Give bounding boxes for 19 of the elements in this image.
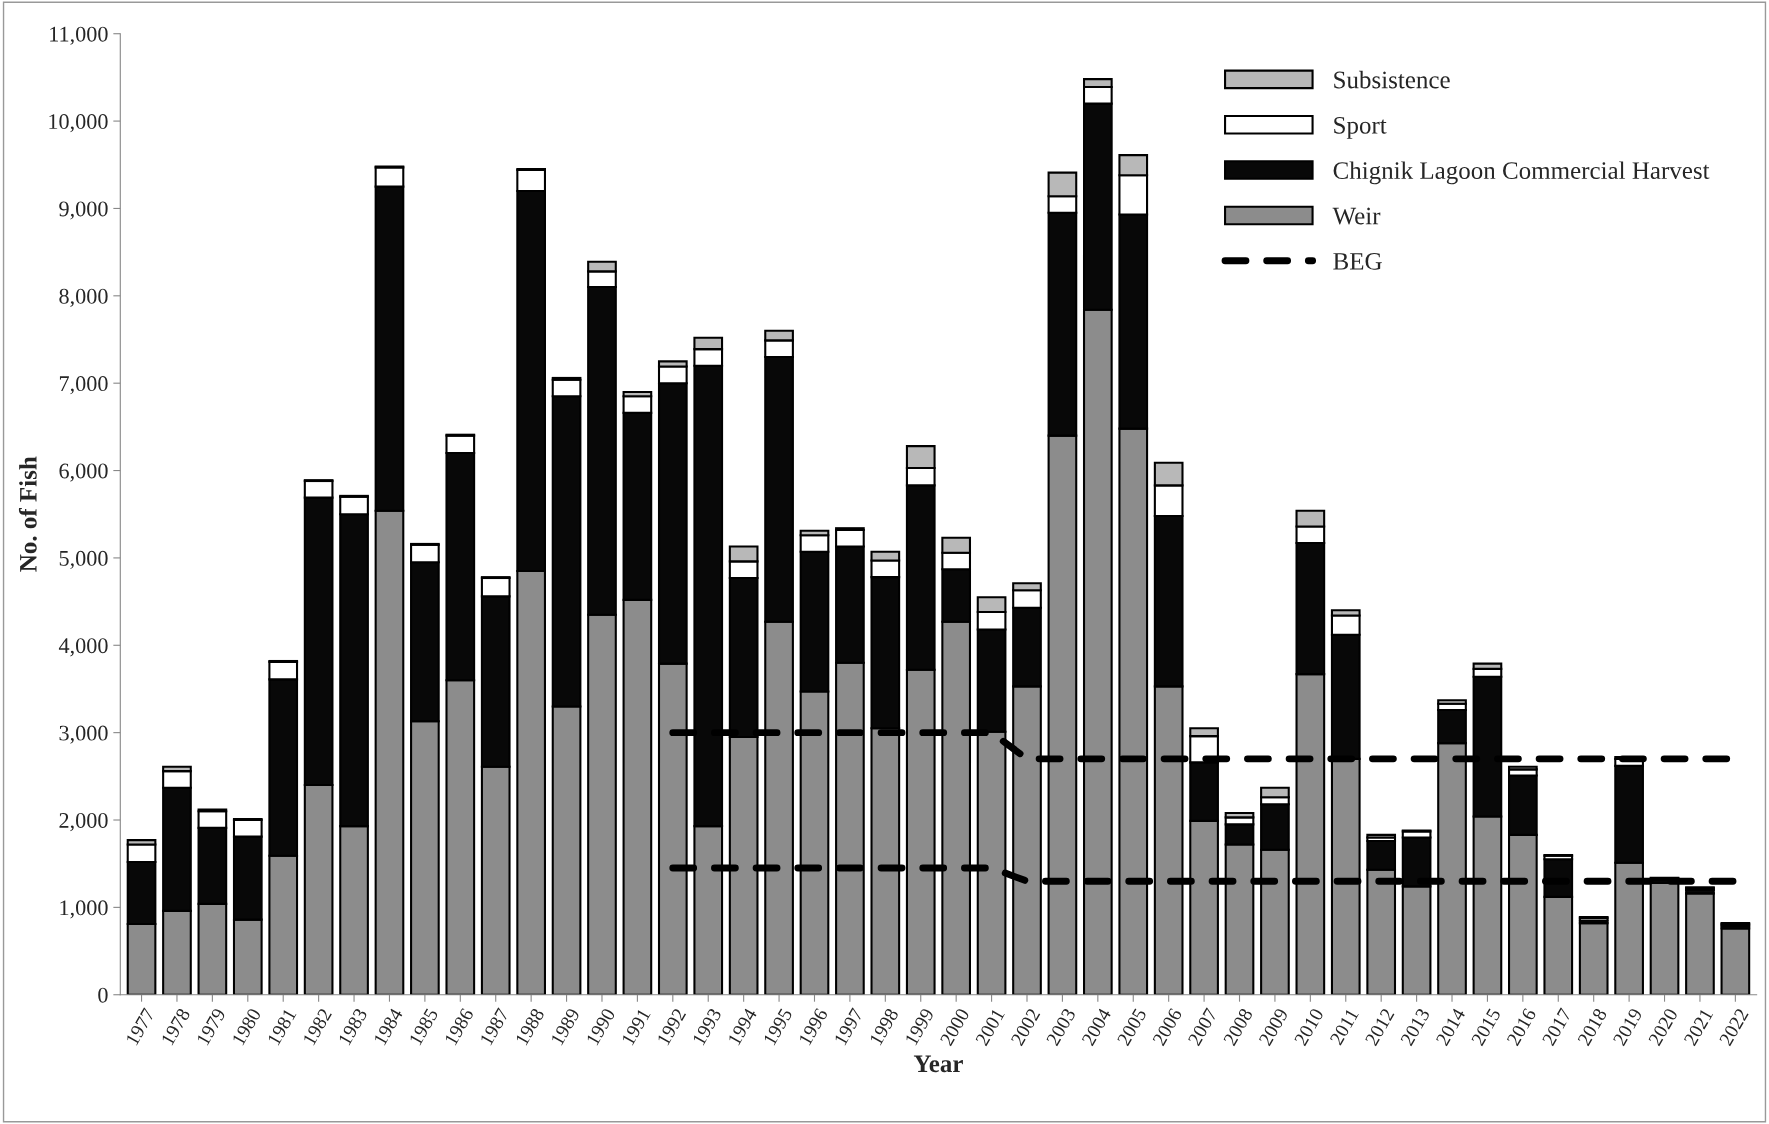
y-tick-label: 8,000	[59, 288, 108, 307]
legend-label: Chignik Lagoon Commercial Harvest	[1333, 161, 1710, 185]
y-tick-label: 11,000	[50, 26, 108, 45]
y-tick-label: 6,000	[59, 463, 108, 482]
y-axis-title: No. of Fish	[18, 456, 37, 572]
y-tick-label: 2,000	[59, 812, 108, 832]
y-tick-label: 7,000	[59, 376, 108, 395]
y-tick-label: 5,000	[59, 550, 108, 570]
y-tick-label: 1,000	[60, 900, 108, 919]
y-tick-label: 10,000	[49, 114, 108, 133]
y-tick-label: 0	[98, 987, 108, 1003]
legend-label: Weir	[1332, 207, 1381, 225]
y-tick-label: 4,000	[58, 638, 108, 657]
legend-label: BEG	[1333, 252, 1382, 270]
y-tick-label: 3,000	[59, 725, 108, 744]
y-tick-label: 9,000	[59, 201, 108, 220]
legend-label: Subsistence	[1334, 70, 1450, 89]
x-axis-title: Year	[913, 1055, 963, 1073]
legend-label: Sport	[1334, 116, 1387, 139]
